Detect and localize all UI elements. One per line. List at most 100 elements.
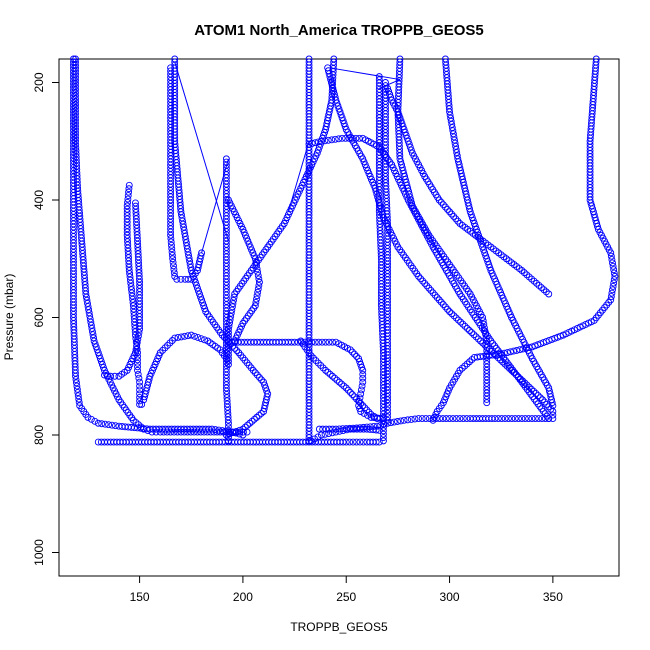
data-point	[535, 415, 543, 422]
x-tick-label: 200	[233, 590, 253, 604]
data-point	[429, 415, 437, 422]
data-series	[167, 64, 206, 283]
data-point	[480, 246, 488, 254]
data-point	[522, 344, 530, 352]
data-point	[405, 140, 413, 148]
y-tick-label: 800	[32, 425, 46, 445]
data-point	[549, 411, 557, 419]
data-series	[94, 438, 383, 446]
data-point	[472, 333, 480, 341]
data-point	[201, 305, 209, 313]
data-point	[72, 372, 79, 380]
data-point	[483, 370, 491, 378]
data-point	[253, 413, 261, 421]
data-point	[317, 137, 325, 145]
data-point	[211, 426, 219, 434]
data-point	[348, 134, 356, 142]
data-point	[421, 279, 429, 287]
data-point	[198, 249, 206, 257]
data-point	[387, 93, 395, 101]
data-point	[224, 361, 232, 368]
data-point	[226, 430, 234, 438]
data-point	[244, 421, 251, 429]
data-point	[543, 401, 551, 408]
data-point	[125, 188, 133, 196]
data-point	[545, 290, 553, 298]
data-point	[498, 415, 506, 422]
data-point	[253, 262, 260, 269]
data-point	[325, 338, 333, 346]
data-point	[340, 120, 348, 128]
data-point	[197, 335, 205, 343]
data-point	[322, 126, 330, 133]
data-point	[483, 363, 491, 371]
data-point	[167, 238, 175, 246]
data-point	[466, 358, 473, 366]
data-point	[170, 262, 177, 270]
data-point	[126, 273, 134, 281]
data-point	[482, 252, 490, 260]
data-point	[220, 333, 228, 341]
data-point	[74, 389, 82, 397]
data-point	[314, 433, 322, 441]
data-point	[199, 299, 207, 307]
data-point	[384, 403, 392, 411]
data-point	[228, 303, 236, 311]
data-point	[397, 417, 405, 425]
data-point	[128, 286, 135, 294]
y-tick-label: 200	[32, 72, 46, 92]
data-point	[454, 217, 462, 225]
data-point	[135, 329, 143, 337]
data-point	[474, 335, 482, 343]
data-point	[401, 128, 409, 136]
data-point	[123, 218, 131, 226]
data-point	[400, 416, 408, 424]
data-point	[123, 228, 131, 236]
data-point	[449, 415, 457, 422]
data-point	[379, 381, 387, 389]
data-point	[407, 146, 415, 154]
data-point	[358, 363, 366, 371]
data-point	[484, 258, 492, 266]
data-point	[215, 426, 223, 434]
data-point	[124, 198, 131, 206]
data-point	[336, 108, 344, 116]
data-point	[128, 292, 136, 300]
data-point	[253, 295, 260, 303]
data-point	[549, 408, 557, 415]
data-point	[135, 374, 143, 382]
data-point	[483, 386, 491, 394]
data-point	[252, 258, 260, 266]
data-point	[125, 181, 133, 189]
data-point	[136, 397, 144, 405]
data-point	[396, 114, 404, 122]
data-point	[91, 417, 99, 425]
data-point	[483, 360, 491, 368]
data-point	[359, 402, 367, 410]
data-point	[444, 305, 451, 313]
data-series	[324, 64, 557, 422]
data-series	[394, 55, 491, 407]
data-point	[611, 272, 619, 280]
data-point	[134, 359, 141, 367]
data-point	[231, 337, 239, 345]
data-point	[375, 438, 383, 446]
data-point	[485, 261, 493, 269]
data-point	[346, 388, 354, 396]
data-point	[168, 248, 176, 256]
data-point	[332, 428, 340, 436]
data-point	[169, 258, 177, 266]
data-point	[336, 427, 343, 435]
data-point	[461, 362, 469, 370]
data-point	[331, 135, 339, 143]
data-point	[539, 396, 546, 404]
data-point	[397, 117, 405, 125]
y-tick-label: 600	[32, 307, 46, 327]
data-point	[99, 363, 107, 371]
data-point	[425, 284, 433, 292]
data-point	[379, 434, 387, 441]
data-point	[192, 281, 200, 289]
data-point	[128, 289, 136, 297]
data-point	[104, 372, 112, 380]
data-point	[95, 352, 103, 360]
